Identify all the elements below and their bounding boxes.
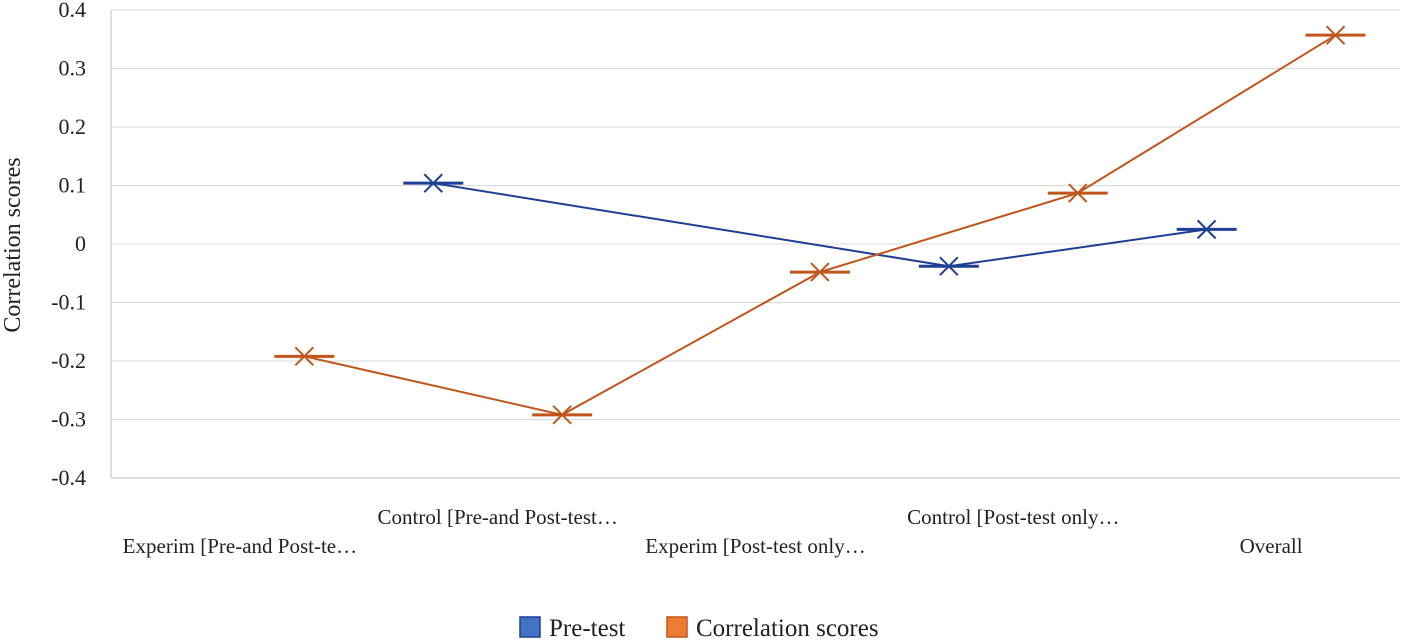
marker-x bbox=[1196, 219, 1217, 240]
marker-x bbox=[939, 256, 959, 276]
marker-x bbox=[810, 262, 830, 282]
data-point bbox=[532, 405, 593, 425]
y-axis-title: Correlation scores bbox=[0, 157, 26, 332]
category-label: Control [Post-test only… bbox=[907, 505, 1119, 529]
gridlines bbox=[111, 9, 1400, 479]
marker-x bbox=[1068, 183, 1088, 203]
legend-label: Correlation scores bbox=[696, 615, 879, 641]
series-line-1 bbox=[304, 34, 1337, 416]
marker-x bbox=[423, 173, 443, 193]
y-tick-label: 0.4 bbox=[59, 0, 87, 22]
category-labels: Experim [Pre-and Post-te… Control [Pre-an… bbox=[123, 505, 1303, 558]
series-group bbox=[274, 25, 1366, 425]
y-tick-label: -0.3 bbox=[51, 407, 86, 432]
y-tick-label: -0.4 bbox=[51, 465, 86, 490]
data-point bbox=[403, 173, 464, 193]
category-label: Control [Pre-and Post-test… bbox=[378, 505, 618, 529]
y-tick-label: -0.1 bbox=[51, 290, 86, 315]
y-tick-label: 0.3 bbox=[59, 56, 87, 81]
series-line-0 bbox=[433, 182, 1207, 268]
data-point bbox=[274, 346, 335, 367]
marker-x bbox=[1325, 25, 1346, 45]
marker-x bbox=[294, 346, 315, 367]
y-tick-labels: 0.4 0.3 0.2 0.1 0 -0.1 -0.2 -0.3 -0.4 bbox=[51, 0, 86, 490]
data-point bbox=[1305, 25, 1366, 45]
data-point bbox=[1047, 183, 1108, 203]
data-point bbox=[789, 262, 850, 282]
category-label: Experim [Pre-and Post-te… bbox=[123, 534, 357, 558]
y-tick-label: 0 bbox=[75, 231, 86, 256]
y-tick-label: 0.2 bbox=[59, 114, 87, 139]
y-tick-label: 0.1 bbox=[59, 173, 87, 198]
legend-label: Pre-test bbox=[549, 615, 625, 641]
legend: Pre-test Correlation scores bbox=[519, 615, 879, 641]
data-point bbox=[1176, 219, 1237, 240]
legend-swatch bbox=[519, 616, 541, 638]
category-label: Experim [Post-test only… bbox=[645, 534, 865, 558]
category-label: Overall bbox=[1240, 534, 1303, 558]
data-point bbox=[918, 256, 979, 276]
y-tick-label: -0.2 bbox=[51, 348, 86, 373]
legend-swatch bbox=[666, 616, 688, 638]
axes bbox=[110, 10, 1400, 479]
marker-x bbox=[552, 405, 572, 425]
